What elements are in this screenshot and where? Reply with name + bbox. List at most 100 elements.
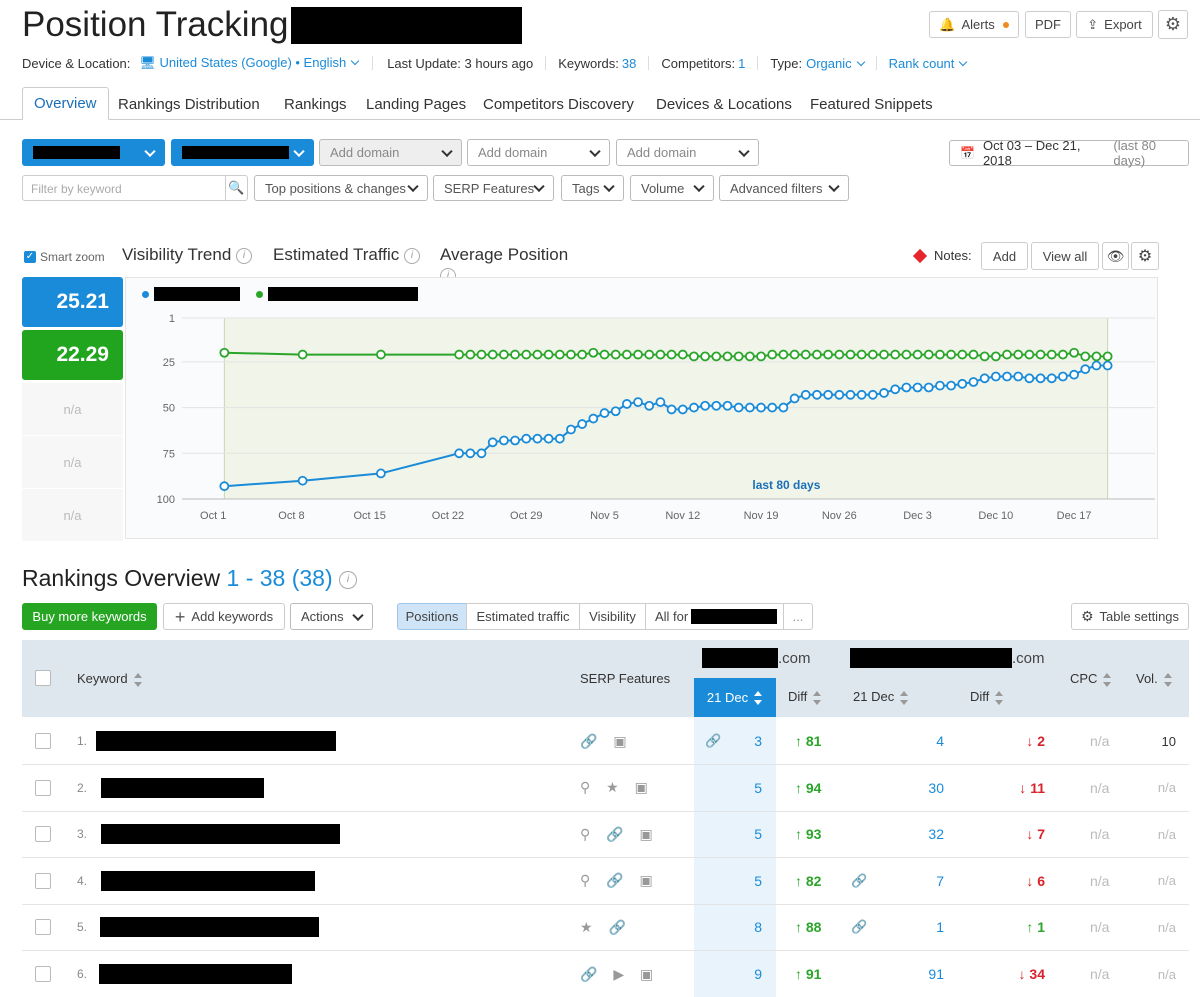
domain-select-1[interactable] [22, 139, 165, 166]
domain-2-position[interactable]: 91 [928, 966, 944, 982]
keywords-count-link[interactable]: 38 [621, 55, 637, 71]
chart-settings-button[interactable]: ⚙ [1131, 242, 1159, 270]
seg-estimated-traffic-button[interactable]: Estimated traffic [466, 603, 580, 630]
tab-rankings[interactable]: Rankings [284, 95, 347, 113]
competitors-count-link[interactable]: 1 [738, 55, 746, 71]
legend-domain-1[interactable] [154, 287, 240, 301]
keyword-cell[interactable] [101, 765, 264, 811]
domain-1-position[interactable]: 9 [754, 966, 762, 982]
series-point-0 [1069, 369, 1079, 380]
row-checkbox[interactable] [35, 872, 51, 889]
volume-dropdown[interactable]: Volume [630, 175, 714, 201]
series-point-0 [219, 481, 230, 492]
serp-feature-icons[interactable]: 🔗 ▣ [580, 732, 633, 749]
serp-feature-icons[interactable]: ⚲ 🔗 ▣ [580, 872, 659, 889]
domain-1-date-column-header[interactable]: 21 Dec [694, 678, 776, 717]
settings-button[interactable]: ⚙ [1158, 10, 1188, 39]
eye-button[interactable]: 👁 [1102, 242, 1129, 270]
domain-2-avg-position[interactable]: 22.29 [22, 330, 123, 380]
smart-zoom-checkbox[interactable]: ✓ Smart zoom [24, 250, 105, 264]
domain-2-date-column-header[interactable]: 21 Dec [853, 689, 909, 705]
add-keywords-button[interactable]: + Add keywords [163, 603, 285, 630]
serp-feature-icons[interactable]: ⚲ 🔗 ▣ [580, 825, 659, 842]
search-button[interactable]: 🔍 [225, 175, 248, 201]
keyword-cell[interactable] [99, 951, 292, 997]
pdf-button[interactable]: PDF [1025, 11, 1071, 38]
add-domain-dropdown-1[interactable]: Add domain [319, 139, 462, 166]
row-checkbox[interactable] [35, 779, 51, 796]
keyword-cell[interactable] [100, 904, 319, 950]
tab-featured-snippets[interactable]: Featured Snippets [810, 95, 933, 113]
domain-1-avg-position[interactable]: 25.21 [22, 277, 123, 327]
tab-devices-locations[interactable]: Devices & Locations [656, 95, 792, 113]
tab-landing-pages[interactable]: Landing Pages [366, 95, 467, 113]
series-point-0 [1046, 373, 1057, 384]
domain-1-position[interactable]: 8 [754, 919, 762, 936]
domain-2-position[interactable]: 1 [936, 919, 944, 936]
tab-overview[interactable]: Overview [22, 87, 109, 120]
keyword-cell[interactable] [101, 811, 340, 857]
serp-feature-icons[interactable]: ★ 🔗 [580, 918, 632, 935]
add-domain-dropdown-2[interactable]: Add domain [467, 139, 610, 166]
alerts-button[interactable]: 🔔 Alerts [929, 11, 1019, 38]
diamond-icon [912, 248, 928, 263]
serp-feature-icons[interactable]: 🔗 ▶ ▣ [580, 965, 660, 982]
device-location-dropdown[interactable]: 🖥 United States (Google) • English [139, 55, 360, 71]
series-point-0 [711, 400, 722, 411]
row-checkbox[interactable] [35, 826, 51, 843]
select-all-checkbox[interactable] [35, 670, 51, 686]
domain-1-position[interactable]: 3 [754, 733, 762, 749]
tab-estimated-traffic[interactable]: Estimated Traffic i [273, 245, 421, 265]
tab-rankings-distribution[interactable]: Rankings Distribution [118, 95, 260, 113]
add-domain-dropdown-3[interactable]: Add domain [616, 139, 759, 166]
domain-select-2[interactable] [171, 139, 314, 166]
domain-2-position[interactable]: 30 [928, 779, 944, 796]
serp-features-dropdown[interactable]: SERP Features [433, 175, 554, 201]
domain-2-position[interactable]: 7 [936, 872, 944, 889]
tags-dropdown[interactable]: Tags [561, 175, 624, 201]
keyword-cell[interactable] [96, 718, 336, 764]
domain-1-position[interactable]: 5 [754, 872, 762, 889]
seg-more-button[interactable]: ... [783, 603, 813, 630]
date-range-picker[interactable]: 📅 Oct 03 – Dec 21, 2018 (last 80 days) [949, 138, 1189, 168]
type-dropdown[interactable]: Organic [806, 56, 865, 71]
buy-more-keywords-button[interactable]: Buy more keywords [22, 603, 157, 630]
row-checkbox[interactable] [35, 919, 51, 936]
cpc-cell: n/a [1090, 779, 1110, 796]
link-icon[interactable]: 🔗 [851, 919, 868, 935]
domain-2-diff: ↓ 11 [1019, 779, 1045, 796]
seg-positions-button[interactable]: Positions [397, 603, 467, 630]
keyword-column-header[interactable]: Keyword [77, 671, 143, 687]
row-checkbox[interactable] [35, 733, 51, 749]
domain-2-position[interactable]: 32 [928, 826, 944, 843]
domain-2-position[interactable]: 4 [936, 733, 944, 749]
tab-competitors-discovery[interactable]: Competitors Discovery [483, 95, 634, 113]
advanced-filters-dropdown[interactable]: Advanced filters [719, 175, 849, 201]
domain-1-position[interactable]: 5 [754, 826, 762, 843]
link-icon[interactable]: 🔗 [851, 872, 868, 888]
seg-all-for-button[interactable]: All for [645, 603, 784, 630]
vol-column-header[interactable]: Vol. [1136, 671, 1173, 687]
domain-2-diff-column-header[interactable]: Diff [970, 689, 1004, 705]
link-icon[interactable]: 🔗 [705, 733, 722, 748]
domain-1-diff-column-header[interactable]: Diff [788, 689, 822, 705]
legend-domain-2[interactable] [268, 287, 418, 301]
seg-visibility-button[interactable]: Visibility [579, 603, 646, 630]
rank-count-dropdown[interactable]: Rank count [889, 56, 968, 71]
series-point-0 [1058, 371, 1068, 382]
export-button[interactable]: ⇪ Export [1076, 11, 1153, 38]
keyword-filter-input[interactable]: Filter by keyword [22, 175, 226, 201]
top-positions-dropdown[interactable]: Top positions & changes [254, 175, 428, 201]
domain-1-position[interactable]: 5 [754, 779, 762, 796]
add-note-button[interactable]: Add [981, 242, 1028, 270]
view-all-notes-button[interactable]: View all [1031, 242, 1099, 270]
actions-dropdown[interactable]: Actions [290, 603, 373, 630]
cpc-column-header[interactable]: CPC [1070, 671, 1112, 687]
tab-visibility-trend[interactable]: Visibility Trend i [122, 245, 253, 265]
series-point-1 [577, 349, 588, 360]
series-point-1 [1069, 347, 1079, 358]
table-settings-button[interactable]: ⚙ Table settings [1071, 603, 1189, 630]
row-checkbox[interactable] [35, 966, 51, 982]
serp-feature-icons[interactable]: ⚲ ★ ▣ [580, 779, 654, 796]
keyword-cell[interactable] [101, 858, 315, 904]
